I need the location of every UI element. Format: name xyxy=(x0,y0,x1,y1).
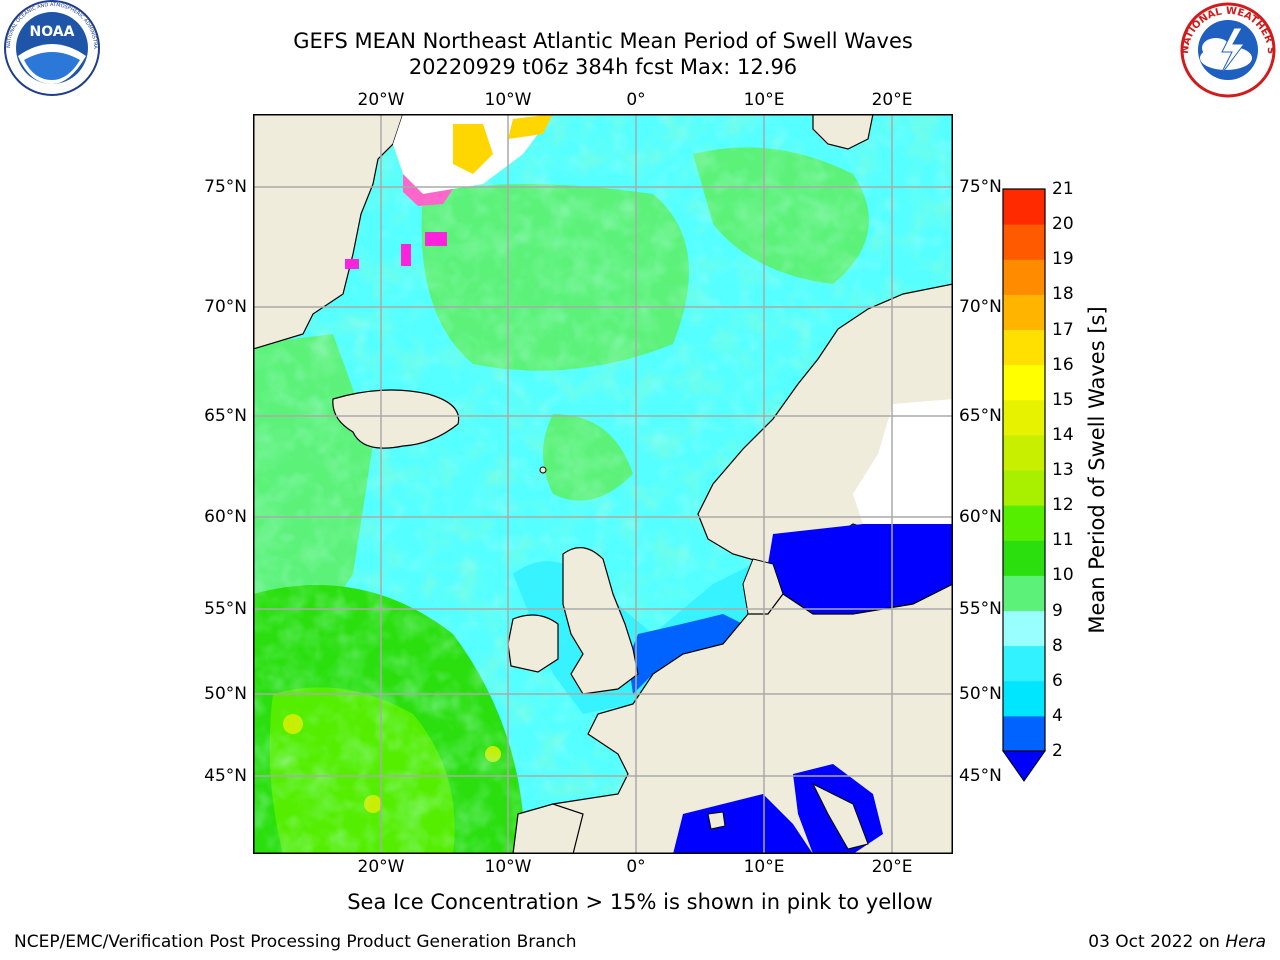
lat-tick-right: 60°N xyxy=(959,507,1002,527)
svalbard-land xyxy=(812,114,874,150)
baltic-sea xyxy=(768,524,953,614)
lon-tick-bottom: 20°W xyxy=(357,857,405,877)
lat-tick-left: 45°N xyxy=(204,766,247,786)
colorbar-segment xyxy=(1003,399,1045,436)
colorbar xyxy=(1002,188,1046,782)
colorbar-label: 9 xyxy=(1052,600,1063,621)
lon-tick-bottom: 20°E xyxy=(871,857,913,877)
colorbar-segment xyxy=(1003,575,1045,611)
colorbar-label: 21 xyxy=(1052,179,1074,199)
lat-tick-right: 50°N xyxy=(959,684,1002,704)
nws-logo: NATIONAL WEATHER SERVICE xyxy=(1176,0,1276,98)
lat-tick-left: 70°N xyxy=(204,297,247,317)
noaa-logo: NOAA NATIONAL OCEANIC AND ATMOSPHERIC AD… xyxy=(0,0,100,96)
sea-ice-edge xyxy=(403,174,453,206)
great-britain-land xyxy=(562,547,639,695)
colorbar-label: 11 xyxy=(1052,530,1074,551)
colorbar-label: 4 xyxy=(1052,705,1063,726)
chart-title: GEFS MEAN Northeast Atlantic Mean Period… xyxy=(293,29,913,53)
forecast-info: 20220929 t06z 384h fcst Max: 12.96 xyxy=(408,55,798,79)
lon-tick-bottom: 0° xyxy=(626,857,646,877)
footer-branch: NCEP/EMC/Verification Post Processing Pr… xyxy=(14,932,577,952)
colorbar-segment xyxy=(1003,505,1045,541)
lon-tick-top: 20°E xyxy=(871,90,913,110)
lon-tick-bottom: 10°W xyxy=(484,857,532,877)
iberia-land xyxy=(512,803,584,854)
corsica-land xyxy=(707,811,726,830)
sea-ice-note: Sea Ice Concentration > 15% is shown in … xyxy=(347,890,933,914)
swell-period-map xyxy=(253,114,953,854)
lat-tick-right: 75°N xyxy=(959,177,1002,197)
footer-date: 03 Oct 2022 on Hera xyxy=(1088,932,1266,952)
colorbar-segment xyxy=(1003,294,1045,330)
colorbar-label: 2 xyxy=(1052,741,1063,761)
noaa-text: NOAA xyxy=(30,24,75,40)
colorbar-segment xyxy=(1003,470,1045,506)
colorbar-title: Mean Period of Swell Waves [s] xyxy=(1085,306,1109,634)
colorbar-label: 18 xyxy=(1052,284,1074,305)
colorbar-segment xyxy=(1003,224,1045,260)
lat-tick-right: 55°N xyxy=(959,599,1002,619)
colorbar-label: 12 xyxy=(1052,495,1074,516)
footer-date-text: 03 Oct 2022 on xyxy=(1088,932,1226,952)
colorbar-label: 17 xyxy=(1052,319,1074,340)
colorbar-segment xyxy=(1003,715,1045,752)
gulf-of-bothnia xyxy=(853,399,953,524)
colorbar-extend-triangle xyxy=(1002,750,1046,782)
colorbar-segment xyxy=(1003,434,1045,471)
greenland-land xyxy=(253,114,404,350)
lat-tick-left: 65°N xyxy=(204,406,247,426)
colorbar-segment xyxy=(1003,680,1045,717)
lat-tick-left: 55°N xyxy=(204,599,247,619)
lat-tick-right: 70°N xyxy=(959,297,1002,317)
graticule xyxy=(253,114,953,854)
colorbar-label: 10 xyxy=(1052,565,1074,586)
lat-tick-left: 60°N xyxy=(204,507,247,527)
colorbar-segment xyxy=(1003,540,1045,576)
lon-tick-top: 10°E xyxy=(743,90,785,110)
lat-tick-right: 65°N xyxy=(959,406,1002,426)
ireland-land xyxy=(507,614,559,673)
north-sea-shallow xyxy=(628,614,743,694)
colorbar-label: 20 xyxy=(1052,214,1074,235)
lat-tick-left: 50°N xyxy=(204,684,247,704)
colorbar-segment xyxy=(1003,610,1045,647)
colorbar-label: 19 xyxy=(1052,249,1074,270)
lon-tick-top: 10°W xyxy=(484,90,532,110)
colorbar-label: 14 xyxy=(1052,424,1074,445)
colorbar-label: 16 xyxy=(1052,354,1074,375)
lat-tick-right: 45°N xyxy=(959,766,1002,786)
colorbar-label: 15 xyxy=(1052,389,1074,410)
colorbar-label: 8 xyxy=(1052,635,1063,656)
italy-land xyxy=(811,782,869,850)
colorbar-segment xyxy=(1003,189,1045,225)
lon-tick-top: 0° xyxy=(626,90,646,110)
colorbar-label: 6 xyxy=(1052,670,1063,691)
lon-tick-bottom: 10°E xyxy=(743,857,785,877)
colorbar-segment xyxy=(1003,329,1045,366)
lon-tick-top: 20°W xyxy=(357,90,405,110)
colorbar-segment xyxy=(1003,645,1045,682)
colorbar-segment xyxy=(1003,259,1045,295)
colorbar-label: 13 xyxy=(1052,460,1074,480)
iceland-land xyxy=(332,389,460,449)
colorbar-segment xyxy=(1003,364,1045,401)
map-frame xyxy=(253,114,953,854)
footer-host: Hera xyxy=(1225,932,1266,952)
mediterranean-sea xyxy=(673,794,813,854)
lat-tick-left: 75°N xyxy=(204,177,247,197)
